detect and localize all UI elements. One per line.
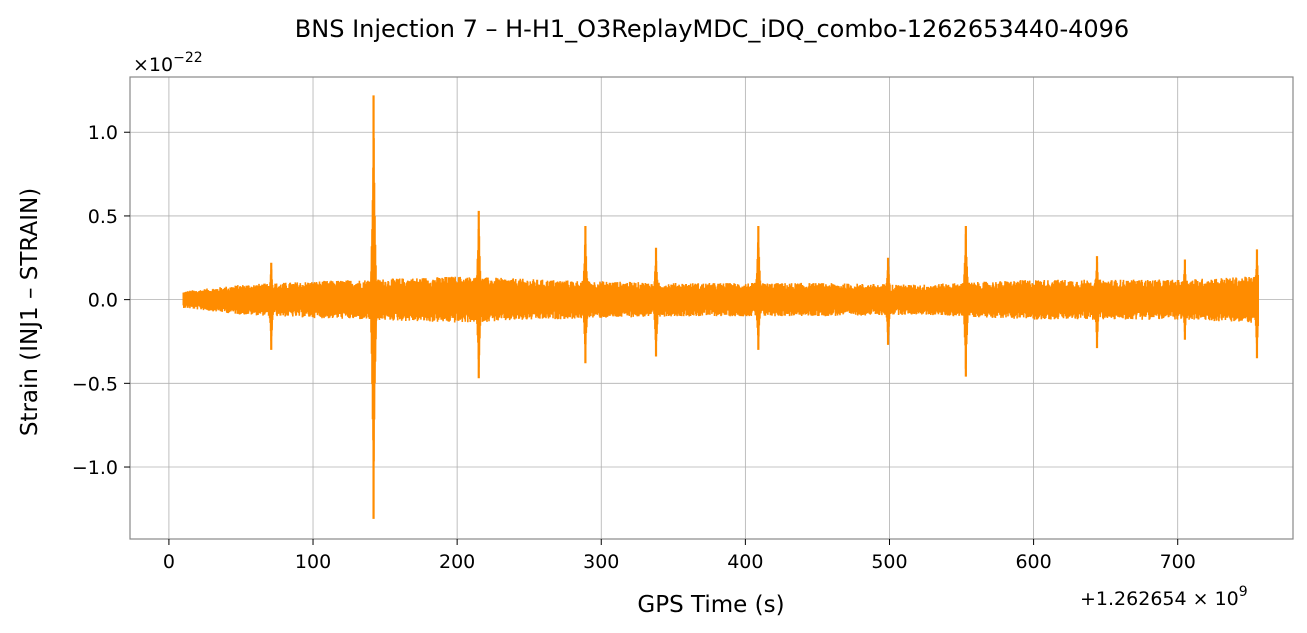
x-tick-label: 400: [727, 551, 763, 573]
x-axis-offset: +1.262654 × 109: [1080, 584, 1248, 610]
y-multiplier-base: ×10: [133, 54, 173, 76]
x-tick-label: 0: [163, 551, 175, 573]
x-offset-exponent: 9: [1239, 584, 1248, 600]
x-tick-label: 700: [1160, 551, 1196, 573]
y-axis-multiplier: ×10−22: [133, 50, 203, 76]
series-layer: [182, 95, 1259, 519]
y-tick-label: 1.0: [88, 122, 118, 144]
chart-title: BNS Injection 7 – H-H1_O3ReplayMDC_iDQ_c…: [295, 15, 1129, 43]
y-tick-label: 0.5: [88, 206, 118, 228]
strain-series-line: [182, 117, 1259, 487]
x-axis-ticks: 0 100 200 300 400 500 600 700: [163, 539, 1196, 573]
y-tick-label: 0.0: [88, 290, 118, 312]
x-tick-label: 600: [1015, 551, 1051, 573]
y-multiplier-exponent: −22: [173, 50, 203, 66]
x-tick-label: 500: [871, 551, 907, 573]
y-tick-label: −0.5: [72, 373, 118, 395]
y-tick-label: −1.0: [72, 457, 118, 479]
x-offset-base: +1.262654 × 10: [1080, 588, 1239, 610]
x-tick-label: 100: [295, 551, 331, 573]
x-tick-label: 300: [583, 551, 619, 573]
y-axis-label: Strain (INJ1 – STRAIN): [17, 188, 43, 436]
y-axis-ticks: −1.0 −0.5 0.0 0.5 1.0: [72, 122, 130, 479]
x-tick-label: 200: [439, 551, 475, 573]
plot-area: [129, 76, 1294, 540]
x-axis-label: GPS Time (s): [637, 592, 784, 618]
